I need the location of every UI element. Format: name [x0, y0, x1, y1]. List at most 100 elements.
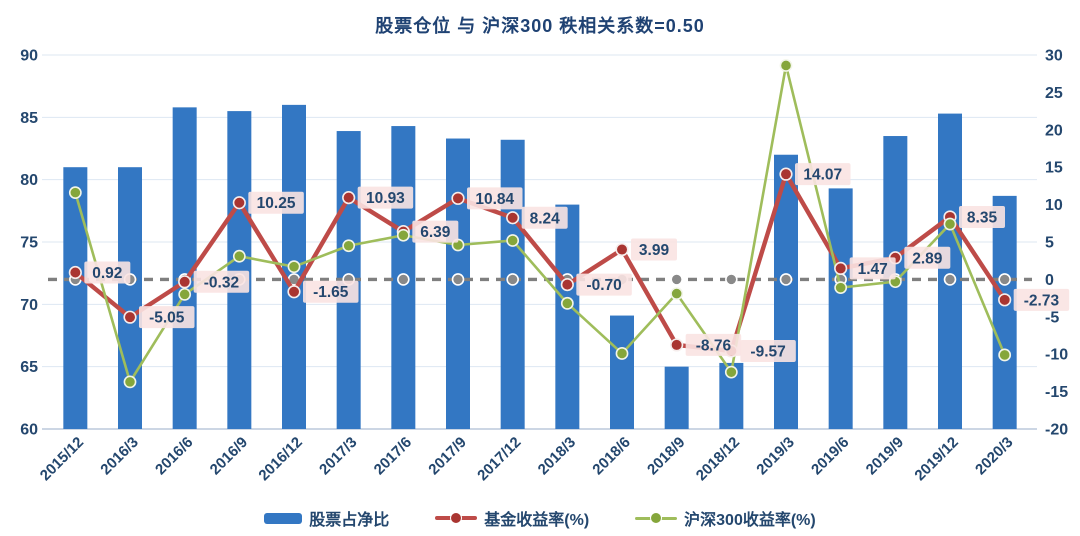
bar-2020/3[interactable]: [992, 195, 1017, 429]
csi300-line: [74, 64, 1006, 384]
right-axis-tick: 5: [1045, 235, 1054, 252]
data-label-bg-2017/12: [521, 206, 568, 229]
csi300-point-2019/6[interactable]: [834, 281, 848, 295]
data-label-bg-2018/3: [576, 273, 632, 296]
csi300-point-2016/12[interactable]: [287, 260, 301, 274]
right-axis-tick: 15: [1045, 160, 1063, 177]
x-axis-label: 2019/3: [753, 434, 797, 478]
legend-item-stock-position[interactable]: 股票占净比: [264, 506, 389, 530]
x-axis-label: 2017/9: [425, 434, 469, 478]
x-axis-label: 2017/12: [474, 434, 524, 484]
right-axis-tick: -10: [1045, 347, 1068, 364]
csi300-point-2018/12[interactable]: [724, 365, 738, 379]
data-label-2019/9: 2.89: [912, 250, 943, 267]
chart-title: 股票仓位 与 沪深300 秩相关系数=0.50: [375, 16, 705, 36]
bar-2015/12[interactable]: [63, 167, 88, 429]
csi300-point-2017/12[interactable]: [506, 234, 520, 247]
bar-2018/9[interactable]: [664, 366, 689, 429]
csi300-point-2020/3[interactable]: [998, 348, 1012, 362]
fund-return-point-2017/12[interactable]: [506, 211, 520, 225]
x-axis-label: 2018/12: [693, 434, 743, 484]
csi300-point-2019/12[interactable]: [943, 217, 957, 231]
fund-return-point-2018/9[interactable]: [670, 338, 684, 352]
fund-return-point-2019/6[interactable]: [834, 261, 848, 276]
chart-legend: 股票占净比 基金收益率(%) 沪深300收益率(%): [0, 506, 1080, 530]
data-label-bg-2019/12: [959, 205, 1005, 228]
fund-return-point-2016/9[interactable]: [232, 196, 246, 210]
fund-return-point-2018/6[interactable]: [615, 242, 629, 257]
data-label-2017/3: 10.93: [366, 190, 405, 207]
right-axis-tick: -20: [1045, 422, 1068, 439]
x-axis-label: 2015/12: [37, 434, 87, 484]
zero-marker-2017/9: [451, 273, 465, 286]
left-axis-tick: 65: [20, 359, 38, 376]
right-axis-tick: 10: [1045, 197, 1063, 214]
data-label-2015/12: 0.92: [92, 265, 122, 282]
fund-return-point-2015/12[interactable]: [68, 265, 82, 280]
zero-marker-2019/3: [779, 273, 793, 286]
data-label-2016/9: 10.25: [257, 195, 296, 212]
csi300-point-2015/12[interactable]: [68, 186, 82, 200]
data-label-bg-2017/3: [357, 186, 414, 209]
bar-2018/3[interactable]: [555, 204, 580, 429]
bar-2019/12[interactable]: [938, 113, 962, 430]
right-axis-tick: 0: [1045, 272, 1054, 289]
bar-2016/3[interactable]: [118, 167, 142, 429]
fund-return-point-2018/3[interactable]: [560, 278, 574, 292]
data-label-2016/12: -1.65: [313, 284, 349, 301]
csi300-point-2016/9[interactable]: [232, 249, 246, 263]
data-label-2018/3: -0.70: [586, 277, 621, 294]
zero-marker-2018/9: [670, 273, 683, 286]
right-axis-tick: -15: [1045, 384, 1068, 401]
data-label-2016/6: -0.32: [204, 274, 239, 291]
csi300-point-2017/3[interactable]: [342, 239, 356, 253]
fund-return-point-2017/9[interactable]: [451, 191, 465, 205]
data-label-bg-2015/12: [84, 261, 131, 284]
left-axis-tick: 75: [20, 235, 38, 252]
x-axis-label: 2018/3: [535, 434, 579, 478]
data-label-bg-2017/9: [467, 187, 523, 210]
right-axis-tick: -5: [1045, 309, 1059, 326]
data-label-2017/9: 10.84: [475, 191, 514, 208]
left-axis-tick: 60: [20, 422, 38, 439]
right-axis-tick: 20: [1045, 122, 1063, 139]
fund-return-point-2016/6[interactable]: [178, 275, 192, 289]
legend-item-csi300-return[interactable]: 沪深300收益率(%): [635, 506, 816, 530]
data-label-2018/6: 3.99: [639, 242, 670, 259]
data-label-bg-2018/6: [631, 238, 677, 261]
x-axis-label: 2018/9: [644, 434, 688, 478]
fund-return-point-2020/3[interactable]: [998, 293, 1012, 307]
data-label-bg-2018/9: [685, 333, 742, 356]
bar-2018/6[interactable]: [610, 315, 634, 429]
data-label-bg-2019/6: [849, 257, 896, 280]
data-label-2017/6: 6.39: [420, 224, 451, 241]
bar-2016/9[interactable]: [227, 111, 252, 429]
zero-marker-2017/12: [506, 273, 519, 286]
fund-return-point-2019/3[interactable]: [779, 167, 793, 181]
data-label-2018/12: -9.57: [750, 343, 785, 360]
csi300-point-2019/3[interactable]: [779, 59, 793, 72]
left-axis-tick: 85: [20, 110, 38, 127]
x-axis-label: 2019/9: [863, 434, 907, 478]
csi300-point-2016/6[interactable]: [178, 287, 192, 301]
data-label-bg-2016/6: [193, 270, 250, 293]
bar-2019/6[interactable]: [828, 188, 853, 429]
csi300-point-2018/3[interactable]: [560, 296, 574, 310]
right-axis-tick: 30: [1045, 48, 1063, 65]
legend-item-fund-return[interactable]: 基金收益率(%): [435, 506, 589, 530]
csi300-point-2016/3[interactable]: [123, 375, 137, 389]
data-label-2020/3: -2.73: [1024, 292, 1060, 309]
data-label-2017/12: 8.24: [530, 210, 561, 227]
csi300-point-2018/9[interactable]: [670, 287, 684, 301]
csi300-point-2017/6[interactable]: [396, 228, 410, 242]
fund-return-point-2017/3[interactable]: [342, 191, 356, 205]
left-axis-tick: 70: [20, 297, 38, 314]
data-label-bg-2016/12: [303, 280, 359, 303]
csi300-point-2018/6[interactable]: [615, 347, 629, 360]
x-axis-label: 2018/6: [589, 434, 633, 478]
fund-return-point-2016/3[interactable]: [123, 310, 137, 324]
x-axis-label: 2019/12: [911, 434, 961, 484]
fund-return-point-2016/12[interactable]: [287, 285, 301, 299]
data-label-2019/12: 8.35: [967, 209, 998, 226]
